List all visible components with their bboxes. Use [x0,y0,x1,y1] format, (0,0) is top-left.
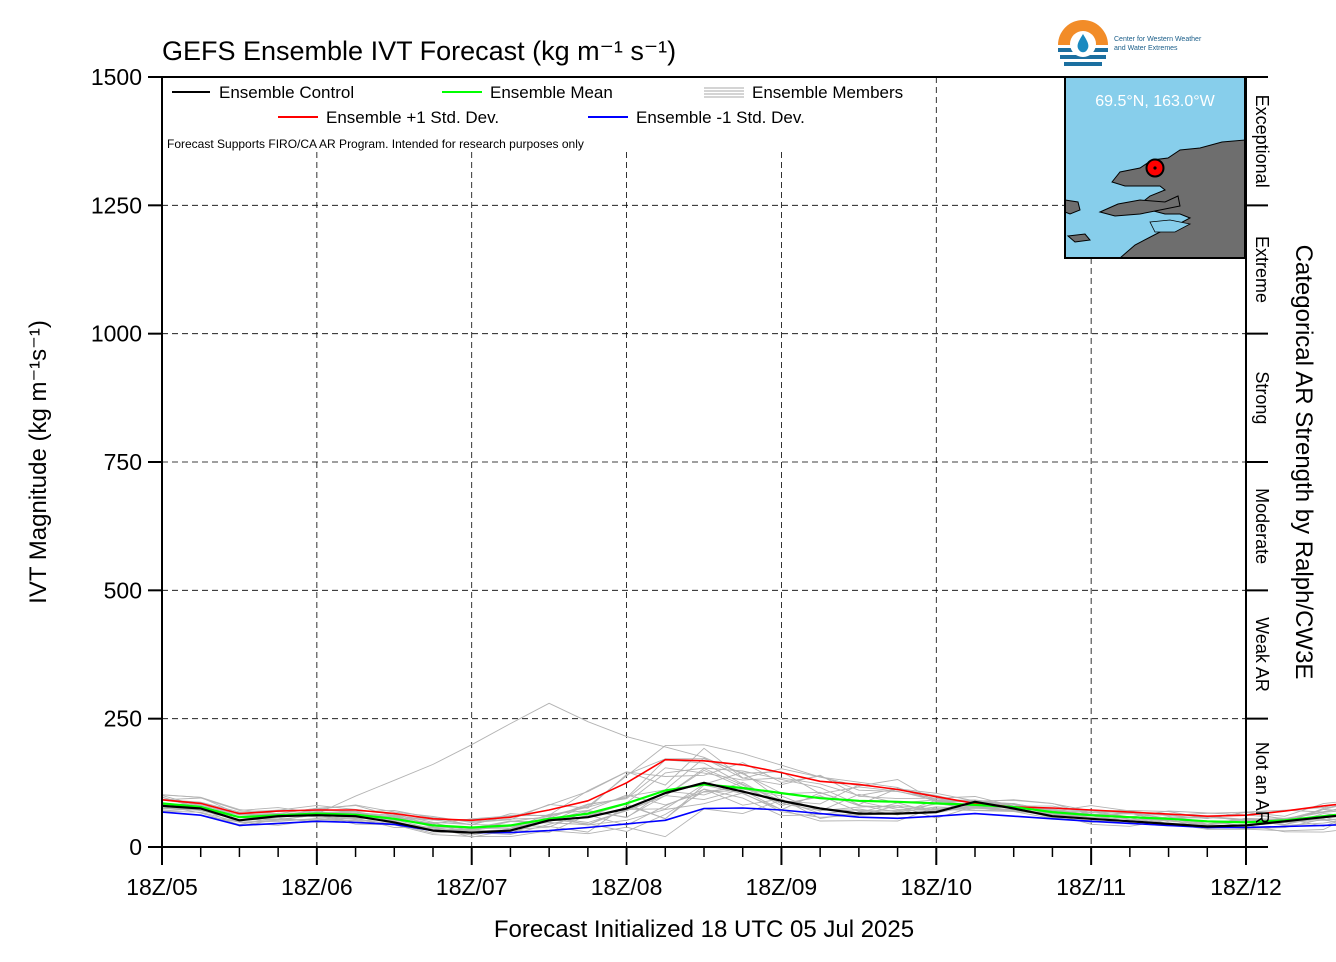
category-label: Strong [1252,371,1272,424]
logo-text-line2: and Water Extremes [1114,45,1178,52]
x-axis-title: Forecast Initialized 18 UTC 05 Jul 2025 [494,916,914,943]
y-tick-label: 750 [104,449,142,475]
legend-mean-label: Ensemble Mean [490,83,613,102]
category-label: Not an AR [1252,742,1272,824]
category-label: Extreme [1252,236,1272,303]
series-lines [161,758,1336,834]
x-tick-label: 18Z/09 [746,874,818,900]
category-label: Exceptional [1252,95,1272,188]
legend-control-label: Ensemble Control [219,83,354,102]
island-small [1066,233,1091,243]
research-note: Forecast Supports FIRO/CA AR Program. In… [167,137,584,151]
x-tick-label: 18Z/07 [436,874,508,900]
y-tick-label: 500 [104,577,142,603]
right-axis-title: Categorical AR Strength by Ralph/CW3E [1290,245,1317,680]
logo-text-line1: Center for Western Weather [1114,36,1202,43]
member-line [161,799,1336,838]
x-tick-label: 18Z/06 [281,874,353,900]
y-tick-label: 1000 [91,321,142,347]
legend-minus-std-label: Ensemble -1 Std. Dev. [636,108,805,127]
category-axis: Not an AR Weak AR Moderate Strong Extreme Exc… [1245,76,1272,848]
location-marker-icon [1145,158,1165,178]
inset-map: 69.5°N, 163.0°W [1064,76,1246,259]
y-tick-label: 250 [104,706,142,732]
legend-plus-std-label: Ensemble +1 Std. Dev. [326,108,499,127]
chart-title: GEFS Ensemble IVT Forecast (kg m⁻¹ s⁻¹) [162,36,676,66]
legend: Ensemble Control Ensemble Mean Ensemble … [167,83,903,151]
cw3e-logo: Center for Western Weather and Water Ext… [1058,20,1202,70]
y-tick-label: 0 [129,834,142,860]
inner-bay [1149,219,1192,233]
x-tick-label: 18Z/08 [591,874,663,900]
x-tick-label: 18Z/05 [126,874,198,900]
y-axis-title: IVT Magnitude (kg m⁻¹s⁻¹) [25,320,52,604]
legend-members-label: Ensemble Members [752,83,903,102]
member-line [161,787,1336,836]
inset-location-label: 69.5°N, 163.0°W [1095,93,1215,110]
x-tick-label: 18Z/10 [900,874,972,900]
y-axis: 0 250 500 750 1000 1250 1500 [91,64,162,860]
x-axis: 18Z/05 18Z/06 18Z/07 18Z/08 18Z/09 18Z/10 18Z/… [126,847,1282,900]
x-tick-label: 18Z/11 [1056,874,1126,900]
series-line-ensemble-1-std-dev [161,807,1336,834]
peninsula [1098,195,1181,217]
water-drop-icon [1058,20,1108,70]
category-label: Moderate [1252,488,1272,564]
category-label: Weak AR [1252,617,1272,692]
y-tick-label: 1250 [91,192,142,218]
series-line-ensemble-control [161,781,1336,834]
member-line [161,788,1336,834]
y-tick-label: 1500 [91,64,142,90]
x-tick-label: 18Z/12 [1210,874,1282,900]
series-line-ensemble-1-std-dev [161,758,1336,822]
